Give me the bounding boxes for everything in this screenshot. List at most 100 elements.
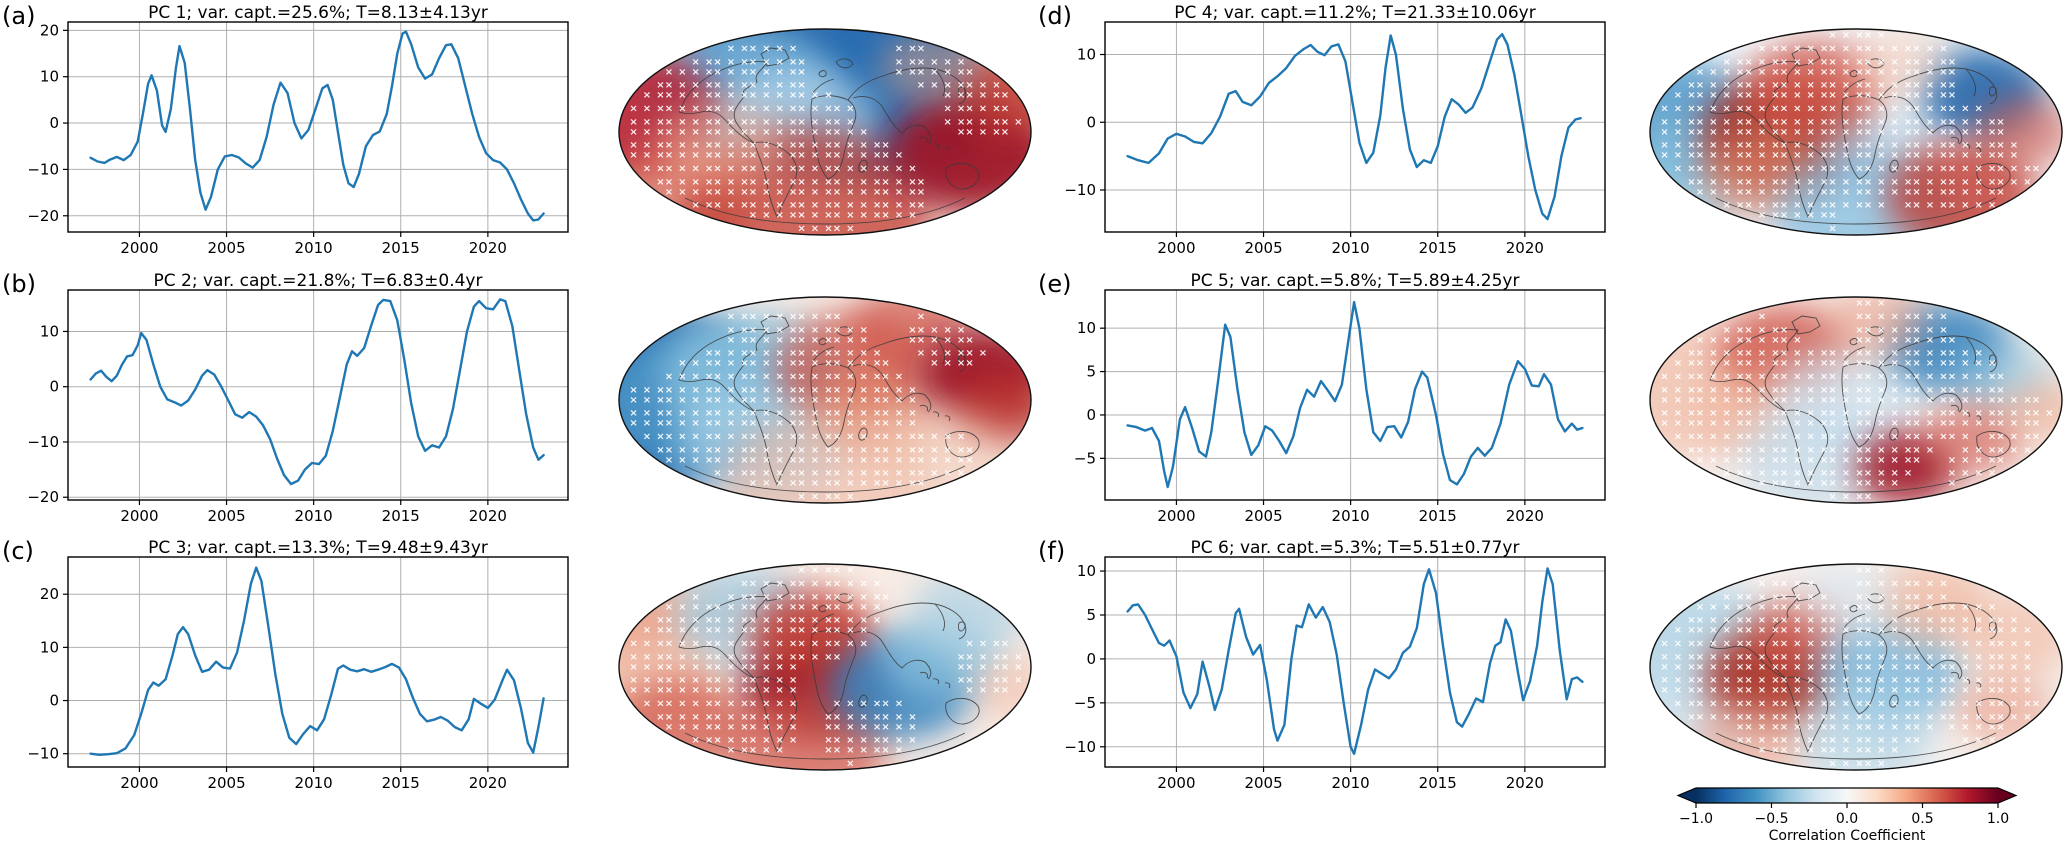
svg-text:×: ×	[965, 104, 973, 115]
svg-text:×: ×	[1926, 117, 1934, 128]
svg-text:×: ×	[2023, 177, 2031, 188]
svg-text:×: ×	[1855, 177, 1863, 188]
svg-text:×: ×	[1926, 312, 1934, 323]
svg-text:×: ×	[873, 200, 881, 211]
svg-text:×: ×	[1687, 432, 1695, 443]
svg-text:×: ×	[1696, 187, 1704, 198]
svg-text:×: ×	[789, 722, 797, 733]
svg-text:×: ×	[833, 445, 841, 456]
svg-text:×: ×	[824, 639, 832, 650]
svg-text:×: ×	[727, 348, 735, 359]
svg-text:×: ×	[705, 735, 713, 746]
svg-text:×: ×	[797, 164, 805, 175]
svg-text:2005: 2005	[207, 507, 245, 525]
svg-text:×: ×	[727, 455, 735, 466]
svg-text:×: ×	[727, 177, 735, 188]
svg-text:×: ×	[1961, 735, 1969, 746]
svg-text:×: ×	[833, 639, 841, 650]
svg-text:2005: 2005	[1244, 239, 1282, 257]
svg-text:×: ×	[1842, 385, 1850, 396]
svg-text:×: ×	[740, 385, 748, 396]
svg-text:×: ×	[1736, 325, 1744, 336]
svg-text:×: ×	[881, 722, 889, 733]
svg-text:×: ×	[1001, 662, 1009, 673]
svg-text:×: ×	[692, 592, 700, 603]
svg-text:×: ×	[2010, 395, 2018, 406]
pc2-timeseries-chart: 2000 2005 2010 2015 2020 10 0 −10 −20	[8, 268, 583, 526]
plot-frame	[67, 289, 569, 501]
svg-text:×: ×	[776, 639, 784, 650]
svg-text:×: ×	[860, 478, 868, 489]
svg-text:×: ×	[692, 602, 700, 613]
svg-text:×: ×	[656, 652, 664, 663]
svg-text:×: ×	[762, 745, 770, 756]
svg-text:×: ×	[705, 408, 713, 419]
svg-text:×: ×	[762, 117, 770, 128]
svg-text:×: ×	[1736, 164, 1744, 175]
svg-text:×: ×	[860, 745, 868, 756]
svg-text:×: ×	[656, 385, 664, 396]
svg-text:×: ×	[881, 432, 889, 443]
svg-text:×: ×	[1864, 395, 1872, 406]
svg-text:×: ×	[917, 200, 925, 211]
correlation-colorbar: −1.0 −0.5 0.0 0.5 1.0 Correlation Coefficient	[1646, 782, 2066, 846]
svg-text:×: ×	[643, 117, 651, 128]
svg-text:×: ×	[776, 104, 784, 115]
svg-text:×: ×	[797, 224, 805, 235]
svg-text:×: ×	[2023, 712, 2031, 723]
svg-text:×: ×	[930, 325, 938, 336]
svg-text:×: ×	[1877, 652, 1885, 663]
svg-text:×: ×	[1820, 358, 1828, 369]
svg-text:×: ×	[740, 348, 748, 359]
svg-text:×: ×	[762, 200, 770, 211]
svg-text:×: ×	[678, 722, 686, 733]
svg-text:×: ×	[1904, 44, 1912, 55]
svg-text:×: ×	[1807, 418, 1815, 429]
svg-text:×: ×	[1687, 639, 1695, 650]
chart-title-f: PC 6; var. capt.=5.3%; T=5.51±0.77yr	[1190, 538, 1520, 558]
svg-text:×: ×	[824, 722, 832, 733]
svg-text:×: ×	[1807, 177, 1815, 188]
pc5-timeseries-chart: 2000 2005 2010 2015 2020 10 5 0 −5	[1045, 268, 1620, 526]
svg-text:×: ×	[1736, 662, 1744, 673]
svg-text:×: ×	[1771, 478, 1779, 489]
svg-text:×: ×	[776, 468, 784, 479]
svg-text:×: ×	[762, 592, 770, 603]
svg-text:×: ×	[656, 80, 664, 91]
svg-text:×: ×	[846, 358, 854, 369]
svg-text:×: ×	[1996, 722, 2004, 733]
svg-text:×: ×	[1842, 348, 1850, 359]
svg-text:×: ×	[1975, 445, 1983, 456]
svg-text:×: ×	[692, 140, 700, 151]
svg-text:×: ×	[762, 722, 770, 733]
svg-text:×: ×	[749, 639, 757, 650]
svg-text:×: ×	[2010, 177, 2018, 188]
svg-text:×: ×	[1793, 127, 1801, 138]
svg-text:×: ×	[1820, 385, 1828, 396]
svg-text:×: ×	[1807, 117, 1815, 128]
svg-text:×: ×	[1996, 432, 2004, 443]
svg-text:×: ×	[1926, 602, 1934, 613]
svg-text:×: ×	[1780, 117, 1788, 128]
svg-text:×: ×	[1904, 408, 1912, 419]
svg-text:×: ×	[1877, 565, 1885, 576]
svg-text:×: ×	[740, 80, 748, 91]
svg-text:×: ×	[824, 418, 832, 429]
svg-text:×: ×	[762, 602, 770, 613]
svg-text:×: ×	[1912, 335, 1920, 346]
svg-text:×: ×	[1807, 478, 1815, 489]
svg-text:×: ×	[1904, 385, 1912, 396]
svg-text:×: ×	[811, 200, 819, 211]
svg-text:×: ×	[1758, 80, 1766, 91]
svg-text:×: ×	[713, 127, 721, 138]
coastlines	[678, 582, 980, 760]
svg-text:×: ×	[1877, 67, 1885, 78]
svg-text:×: ×	[643, 639, 651, 650]
svg-text:×: ×	[895, 408, 903, 419]
svg-text:×: ×	[1687, 164, 1695, 175]
svg-text:×: ×	[1780, 455, 1788, 466]
svg-text:×: ×	[824, 140, 832, 151]
svg-text:×: ×	[1975, 639, 1983, 650]
svg-text:×: ×	[1855, 117, 1863, 128]
svg-text:×: ×	[1793, 164, 1801, 175]
